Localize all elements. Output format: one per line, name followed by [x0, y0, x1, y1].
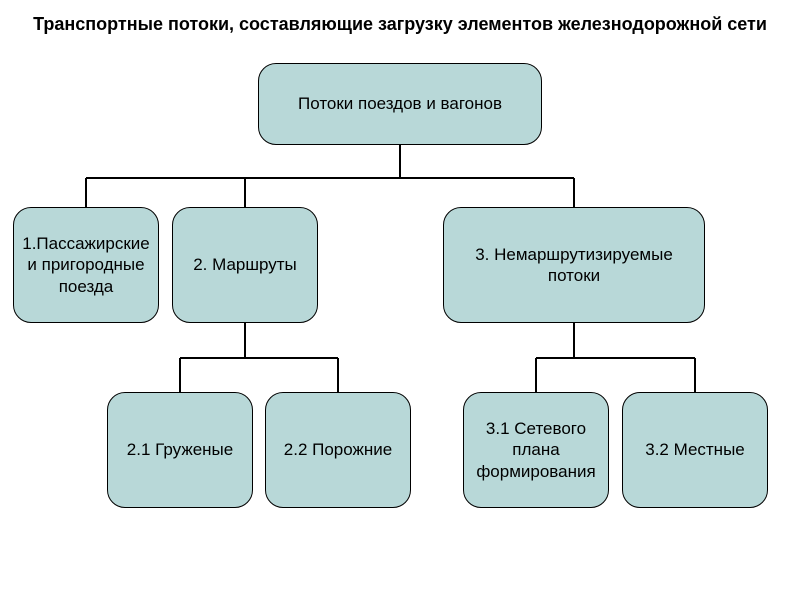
node-2-2: 2.2 Порожние: [265, 392, 411, 508]
node-label: 2.1 Груженые: [127, 439, 233, 460]
node-label: 1.Пассажирские и пригородные поезда: [20, 233, 152, 297]
node-label: 3. Немаршрутизируемые потоки: [450, 244, 698, 287]
node-3-2: 3.2 Местные: [622, 392, 768, 508]
node-root: Потоки поездов и вагонов: [258, 63, 542, 145]
node-1: 1.Пассажирские и пригородные поезда: [13, 207, 159, 323]
node-label: 2.2 Порожние: [284, 439, 392, 460]
node-label: 2. Маршруты: [193, 254, 297, 275]
node-2: 2. Маршруты: [172, 207, 318, 323]
diagram-title: Транспортные потоки, составляющие загруз…: [30, 14, 770, 35]
node-label: 3.2 Местные: [645, 439, 745, 460]
node-3-1: 3.1 Сетевого плана формирования: [463, 392, 609, 508]
node-3: 3. Немаршрутизируемые потоки: [443, 207, 705, 323]
node-label: 3.1 Сетевого плана формирования: [470, 418, 602, 482]
node-2-1: 2.1 Груженые: [107, 392, 253, 508]
node-label: Потоки поездов и вагонов: [298, 93, 502, 114]
